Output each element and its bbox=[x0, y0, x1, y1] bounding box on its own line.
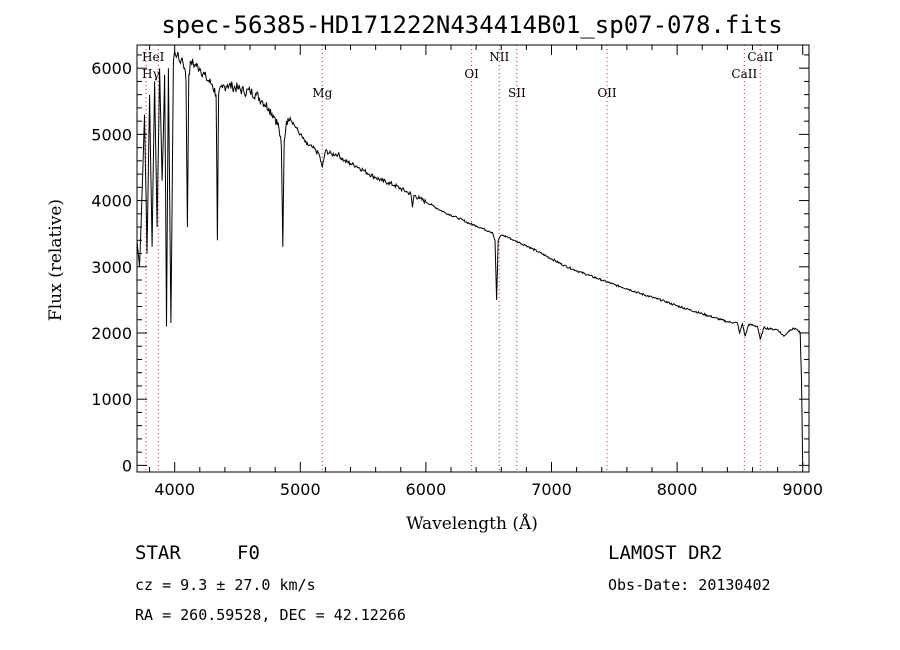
line-label-4: NII bbox=[489, 50, 509, 64]
y-tick-labels: 0 1000 2000 3000 4000 5000 6000 bbox=[91, 59, 132, 475]
y-tick-label-3: 3000 bbox=[91, 258, 132, 277]
line-label-1: HeI bbox=[142, 50, 165, 64]
x-axis-label: Wavelength (Å) bbox=[406, 513, 538, 534]
plot-frame bbox=[136, 44, 810, 473]
y-tick-label-5: 5000 bbox=[91, 125, 132, 144]
object-type: STAR bbox=[135, 542, 181, 564]
y-tick-label-4: 4000 bbox=[91, 192, 132, 211]
y-tick-label-0: 0 bbox=[122, 456, 132, 475]
spectral-line-markers bbox=[145, 45, 761, 472]
line-label-7: CaII bbox=[731, 67, 757, 81]
redshift-text: cz = 9.3 ± 27.0 km/s bbox=[135, 576, 316, 594]
y-tick-label-6: 6000 bbox=[91, 59, 132, 78]
x-tick-label-2: 6000 bbox=[406, 480, 447, 499]
x-tick-label-1: 5000 bbox=[280, 480, 321, 499]
line-label-6: OII bbox=[597, 86, 617, 100]
obs-date-text: Obs-Date: 20130402 bbox=[608, 576, 771, 594]
x-tick-label-3: 7000 bbox=[531, 480, 572, 499]
x-tick-labels: 4000 5000 6000 7000 8000 9000 bbox=[154, 480, 823, 499]
y-axis-label: Flux (relative) bbox=[46, 199, 66, 321]
x-tick-label-4: 8000 bbox=[657, 480, 698, 499]
axis-ticks bbox=[137, 45, 809, 472]
line-label-3: OI bbox=[464, 67, 479, 81]
spectrum-line bbox=[136, 51, 804, 466]
x-tick-label-0: 4000 bbox=[154, 480, 195, 499]
line-label-8: CaII bbox=[747, 50, 773, 64]
line-label-2: Mg bbox=[312, 86, 332, 100]
y-tick-label-2: 2000 bbox=[91, 324, 132, 343]
x-tick-label-5: 9000 bbox=[782, 480, 823, 499]
line-label-5: SII bbox=[508, 86, 526, 100]
object-subclass: F0 bbox=[237, 542, 260, 564]
chart-title: spec-56385-HD171222N434414B01_sp07-078.f… bbox=[161, 11, 782, 39]
survey-name: LAMOST DR2 bbox=[608, 542, 722, 564]
y-tick-label-1: 1000 bbox=[91, 390, 132, 409]
spectral-line-labels: Hγ HeI Mg OI NII SII OII CaII CaII bbox=[142, 50, 773, 100]
coords-text: RA = 260.59528, DEC = 42.12266 bbox=[135, 606, 406, 624]
line-label-0: Hγ bbox=[142, 67, 160, 81]
